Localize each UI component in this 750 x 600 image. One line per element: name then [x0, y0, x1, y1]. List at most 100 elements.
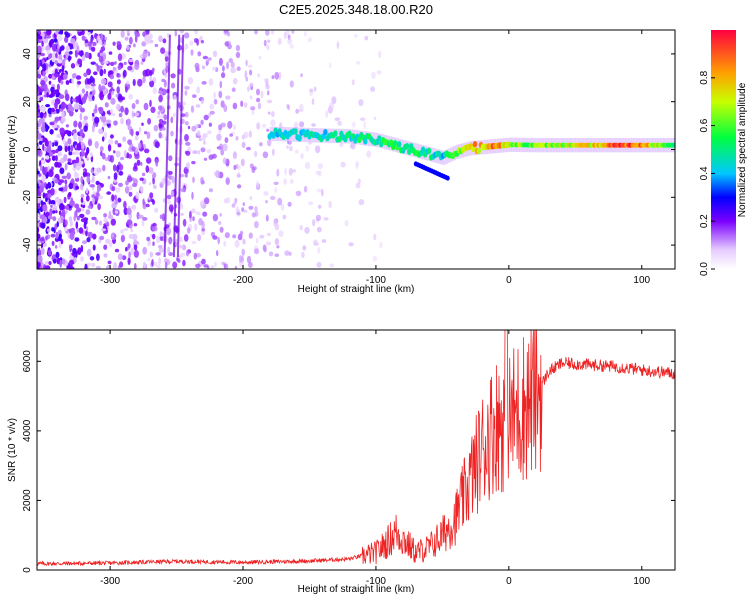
noise-cell	[118, 170, 124, 176]
noise-cell	[51, 57, 56, 63]
noise-cell	[96, 65, 100, 72]
noise-cell	[126, 80, 130, 85]
noise-cell	[107, 81, 113, 88]
noise-cell	[42, 63, 47, 72]
noise-cell	[65, 80, 70, 85]
noise-cell	[79, 256, 85, 262]
noise-cell	[123, 200, 127, 209]
noise-cell	[262, 151, 269, 159]
noise-cell	[237, 172, 241, 178]
noise-cell	[46, 92, 49, 98]
noise-cell	[61, 64, 65, 73]
noise-cell	[65, 205, 69, 211]
noise-cell	[92, 112, 95, 117]
y-tick-label: -20	[22, 190, 33, 205]
noise-cell	[42, 167, 47, 176]
noise-cell	[75, 156, 80, 164]
ridge-cell	[363, 138, 368, 145]
spectrogram-x-axis-label: Height of straight line (km)	[298, 284, 415, 295]
noise-cell	[246, 255, 252, 264]
noise-cell	[248, 205, 254, 210]
noise-cell	[236, 184, 242, 189]
noise-cell	[329, 62, 332, 69]
noise-cell	[81, 35, 86, 41]
noise-cell	[116, 164, 120, 173]
noise-cell	[254, 30, 258, 35]
noise-cell	[134, 263, 137, 269]
noise-cell	[69, 254, 74, 261]
noise-cell	[360, 117, 366, 121]
noise-cell	[182, 259, 186, 267]
noise-cell	[355, 182, 361, 189]
noise-cell	[85, 90, 89, 98]
noise-cell	[124, 36, 129, 41]
noise-cell	[108, 51, 113, 55]
noise-cell	[87, 31, 91, 36]
noise-cell	[96, 184, 102, 192]
noise-cell	[203, 141, 206, 145]
noise-cell	[201, 180, 205, 185]
noise-cell	[274, 238, 280, 246]
noise-cell	[242, 238, 246, 245]
noise-cell	[49, 208, 53, 217]
noise-cell	[284, 250, 290, 256]
noise-cell	[186, 162, 190, 169]
noise-cell	[201, 65, 206, 70]
noise-cell	[100, 150, 103, 157]
noise-cell	[120, 234, 125, 243]
colorbar-tick-label: 0.8	[699, 70, 710, 84]
noise-cell	[305, 145, 310, 152]
noise-cell	[47, 215, 53, 220]
noise-streak	[163, 34, 171, 258]
noise-cell	[232, 151, 237, 160]
noise-cell	[98, 55, 104, 63]
noise-cell	[37, 212, 40, 217]
chart-title: C2E5.2025.348.18.00.R20	[279, 2, 433, 17]
noise-cell	[116, 79, 121, 85]
noise-cell	[99, 235, 105, 241]
noise-cell	[222, 143, 228, 152]
noise-cell	[239, 230, 244, 236]
noise-cell	[121, 255, 127, 261]
noise-cell	[331, 96, 337, 105]
noise-cell	[357, 178, 361, 184]
noise-cell	[241, 141, 246, 149]
spectrogram-plot-area	[36, 29, 676, 270]
noise-cell	[164, 55, 169, 62]
noise-cell	[200, 147, 206, 153]
noise-cell	[179, 236, 183, 243]
noise-cell	[254, 211, 259, 217]
noise-cell	[184, 111, 189, 118]
ridge-cell	[337, 136, 342, 143]
noise-cell	[62, 138, 66, 145]
noise-cell	[70, 264, 73, 269]
noise-cell	[205, 59, 210, 65]
noise-cell	[266, 128, 270, 132]
noise-cell	[143, 261, 146, 268]
noise-cell	[39, 214, 46, 220]
noise-cell	[101, 136, 105, 142]
ridge-cell	[420, 146, 426, 153]
noise-cell	[51, 69, 56, 74]
noise-cell	[158, 90, 164, 95]
ridge-cell	[293, 128, 298, 135]
noise-cell	[87, 139, 93, 147]
noise-cell	[130, 228, 134, 233]
noise-cell	[85, 209, 91, 215]
noise-cell	[187, 125, 191, 130]
noise-cell	[127, 243, 131, 249]
noise-cell	[317, 246, 321, 254]
noise-cell	[134, 240, 140, 246]
ridge-cell	[407, 148, 412, 155]
noise-cell	[131, 110, 134, 118]
noise-cell	[193, 252, 197, 260]
noise-cell	[268, 251, 274, 257]
noise-cell	[274, 187, 278, 193]
noise-cell	[196, 38, 200, 46]
x-tick-label: 0	[506, 275, 512, 286]
noise-cell	[248, 64, 253, 68]
noise-cell	[157, 111, 161, 115]
noise-cell	[113, 172, 118, 181]
noise-cell	[170, 130, 174, 137]
noise-cell	[295, 108, 299, 114]
